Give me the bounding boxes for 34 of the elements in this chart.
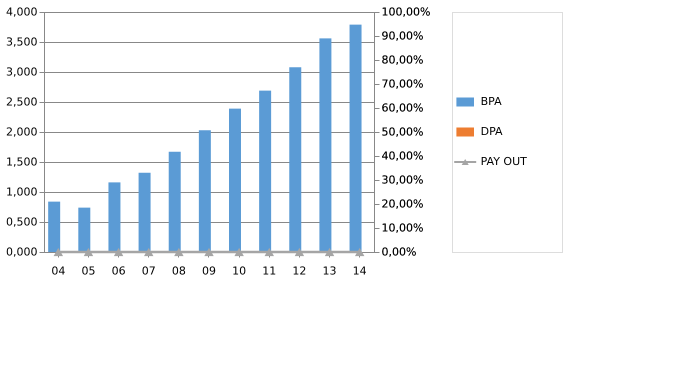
x-tick-label: 13 (322, 264, 337, 278)
y2-tick-label: 80,00% (382, 54, 424, 66)
y-tick-label: 3,000 (6, 66, 38, 78)
legend-label: BPA (480, 95, 502, 108)
y2-tick-label: 40,00% (382, 150, 424, 162)
y2-tick-label: 0,00% (382, 246, 416, 258)
x-tick-label: 10 (232, 264, 246, 278)
y-tick-label: 3,500 (6, 36, 38, 48)
y-tick-label: 2,000 (6, 126, 38, 138)
x-tick-label: 04 (51, 264, 66, 278)
y2-tick-label: 70,00% (382, 78, 424, 90)
x-tick-label: 11 (262, 264, 276, 278)
y2-tick-label: 30,00% (382, 174, 424, 186)
y2-tick-label: 10,00% (382, 222, 424, 234)
y2-tick-label: 60,00% (382, 102, 424, 114)
y2-tick-label: 20,00% (382, 198, 424, 210)
x-tick-label: 08 (172, 264, 186, 278)
y-tick-label: 1,500 (6, 156, 38, 168)
x-tick-label: 06 (112, 264, 126, 278)
x-tick-label: 14 (352, 264, 367, 278)
y-tick-label: 1,000 (6, 186, 38, 198)
y2-tick-label: 100,00% (382, 6, 430, 18)
legend-label: DPA (480, 125, 503, 138)
y-tick-label: 0,000 (6, 246, 38, 258)
x-tick-label: 12 (292, 264, 306, 278)
x-tick-label: 09 (202, 264, 216, 278)
x-tick-label: 05 (81, 264, 96, 278)
y-tick-label: 2,500 (6, 96, 38, 108)
y-tick-label: 4,000 (6, 6, 38, 18)
y2-tick-label: 50,00% (382, 126, 424, 138)
y-tick-label: 0,500 (6, 216, 38, 228)
x-tick-label: 07 (142, 264, 156, 278)
y2-tick-label: 90,00% (382, 30, 424, 42)
legend-label: PAY OUT (480, 155, 528, 168)
